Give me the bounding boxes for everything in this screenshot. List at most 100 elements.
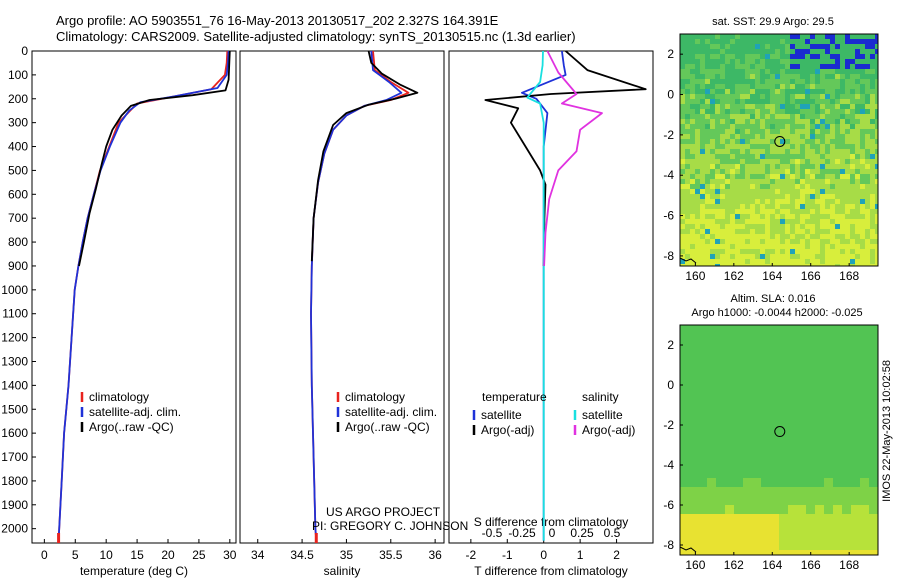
map-cell: [752, 343, 761, 352]
map-cell: [800, 234, 805, 239]
x-tick-label: 1: [577, 548, 584, 562]
map-cell: [850, 124, 855, 129]
map-cell: [770, 89, 775, 94]
map-cell: [840, 174, 845, 179]
map-cell: [800, 94, 805, 99]
map-cell: [760, 54, 765, 59]
map-cell: [685, 259, 690, 264]
map-cell: [865, 174, 870, 179]
map-cell: [795, 114, 800, 119]
map-cell: [710, 159, 715, 164]
map-cell: [689, 469, 698, 478]
map-cell: [779, 379, 788, 388]
x-tick-label: 35: [340, 548, 354, 562]
map-cell: [870, 254, 875, 259]
legend-label: climatology: [345, 390, 405, 404]
map-cell: [689, 397, 698, 406]
map-cell: [750, 254, 755, 259]
map-cell: [710, 259, 715, 264]
map-cell: [840, 49, 845, 54]
map-cell: [800, 64, 805, 69]
map-cell: [695, 259, 700, 264]
map-cell: [775, 164, 780, 169]
map-cell: [860, 496, 869, 505]
map-cell: [845, 229, 850, 234]
map-cell: [855, 109, 860, 114]
map-cell: [850, 94, 855, 99]
map-cell: [690, 74, 695, 79]
map-cell: [795, 89, 800, 94]
map-cell: [752, 352, 761, 361]
map-cell: [780, 114, 785, 119]
map-cell: [760, 154, 765, 159]
map-cell: [800, 79, 805, 84]
map-cell: [710, 214, 715, 219]
map-cell: [700, 244, 705, 249]
map-cell: [755, 159, 760, 164]
map-cell: [850, 264, 855, 266]
map-cell: [851, 361, 860, 370]
map-cell: [720, 224, 725, 229]
map-cell: [875, 34, 878, 39]
map-cell: [735, 49, 740, 54]
map-cell: [770, 219, 775, 224]
map-cell: [725, 179, 730, 184]
map-cell: [775, 39, 780, 44]
map-cell: [685, 209, 690, 214]
map-cell: [875, 264, 878, 266]
map-cell: [875, 89, 878, 94]
map-cell: [689, 496, 698, 505]
map-x-tick-label: 160: [685, 558, 705, 572]
map-cell: [755, 104, 760, 109]
map-cell: [685, 239, 690, 244]
map-cell: [761, 343, 770, 352]
map-cell: [750, 199, 755, 204]
map-cell: [840, 124, 845, 129]
map-cell: [680, 179, 685, 184]
map-cell: [869, 478, 878, 487]
map-cell: [790, 144, 795, 149]
map-cell: [720, 194, 725, 199]
map-cell: [770, 532, 779, 541]
map-cell: [685, 149, 690, 154]
map-cell: [820, 244, 825, 249]
map-cell: [680, 174, 685, 179]
map-cell: [765, 79, 770, 84]
map-cell: [690, 169, 695, 174]
map-cell: [835, 129, 840, 134]
map-cell: [761, 424, 770, 433]
map-cell: [695, 239, 700, 244]
map-cell: [790, 89, 795, 94]
map-cell: [845, 109, 850, 114]
map-cell: [705, 59, 710, 64]
map-cell: [805, 149, 810, 154]
map-cell: [710, 124, 715, 129]
map-cell: [830, 224, 835, 229]
map-cell: [735, 169, 740, 174]
map-cell: [869, 343, 878, 352]
map-cell: [824, 397, 833, 406]
map-cell: [795, 159, 800, 164]
map-cell: [830, 249, 835, 254]
map-cell: [815, 496, 824, 505]
map-cell: [740, 139, 745, 144]
map-cell: [845, 174, 850, 179]
map-cell: [761, 370, 770, 379]
map-cell: [795, 44, 800, 49]
map-cell: [865, 249, 870, 254]
map-cell: [775, 149, 780, 154]
map-cell: [685, 164, 690, 169]
map-cell: [705, 164, 710, 169]
map-cell: [680, 134, 685, 139]
map-cell: [830, 244, 835, 249]
map-cell: [695, 264, 700, 266]
map-cell: [755, 154, 760, 159]
map-cell: [725, 104, 730, 109]
map-cell: [680, 234, 685, 239]
map-cell: [765, 74, 770, 79]
map-cell: [835, 54, 840, 59]
map-cell: [740, 74, 745, 79]
map-cell: [725, 469, 734, 478]
map-cell: [865, 134, 870, 139]
map-cell: [685, 169, 690, 174]
